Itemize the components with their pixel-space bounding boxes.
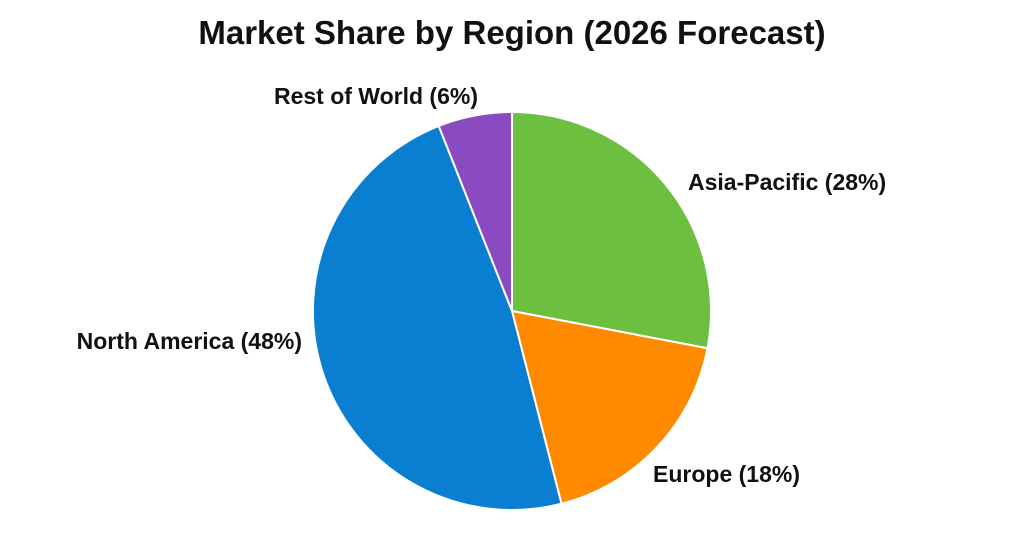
pie-slice-north-america: [312, 124, 563, 511]
chart-title: Market Share by Region (2026 Forecast): [198, 14, 826, 51]
pie-slices: [312, 110, 712, 511]
pie-slice-asia-pacific: [511, 110, 712, 350]
slice-label-europe: Europe (18%): [653, 461, 800, 487]
pie-slice-rest-of-world: [437, 110, 513, 312]
slice-label-rest-of-world: Rest of World (6%): [274, 83, 478, 109]
pie-labels: Asia-Pacific (28%) Europe (18%) North Amer…: [77, 83, 887, 487]
pie-slice-europe: [510, 309, 709, 505]
slice-label-asia-pacific: Asia-Pacific (28%): [688, 169, 886, 195]
slice-label-north-america: North America (48%): [77, 328, 302, 354]
